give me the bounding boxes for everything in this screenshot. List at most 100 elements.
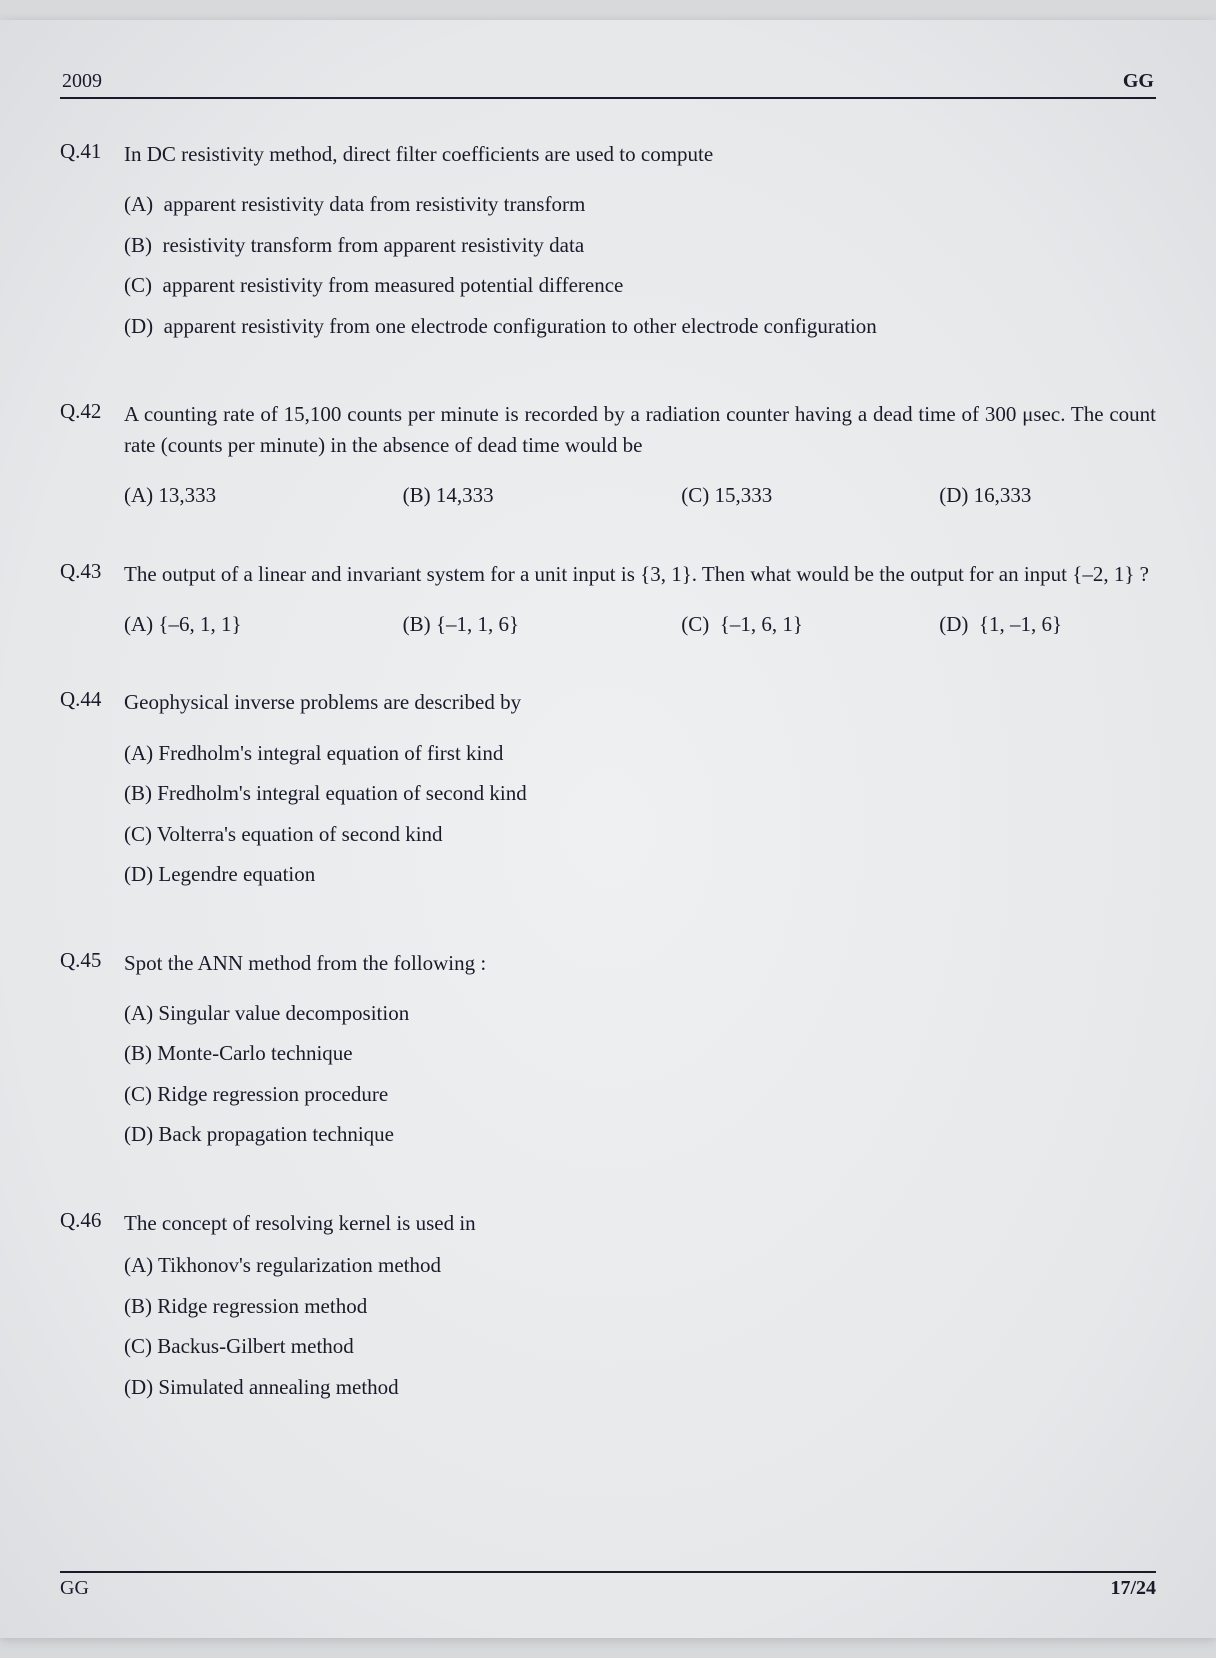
option-b: (B) resistivity transform from apparent … [124, 230, 1156, 260]
option-text: 14,333 [436, 483, 494, 507]
option-label: (A) [124, 483, 153, 507]
option-label: (D) [124, 1375, 153, 1399]
options: (A) Fredholm's integral equation of firs… [124, 738, 1156, 890]
options: (A) {–6, 1, 1} (B) {–1, 1, 6} (C) {–1, 6… [124, 609, 1156, 639]
option-c: (C) Ridge regression procedure [124, 1079, 1156, 1109]
footer-page-number: 17/24 [1110, 1577, 1156, 1600]
question-44: Q.44 Geophysical inverse problems are de… [60, 687, 1156, 899]
page-footer: GG 17/24 [60, 1571, 1156, 1600]
option-text: Tikhonov's regularization method [158, 1253, 441, 1277]
question-body: Geophysical inverse problems are describ… [124, 687, 1156, 899]
option-label: (B) [124, 233, 152, 257]
option-text: resistivity transform from apparent resi… [163, 233, 585, 257]
page: 2009 GG Q.41 In DC resistivity method, d… [0, 20, 1216, 1638]
question-45: Q.45 Spot the ANN method from the follow… [60, 948, 1156, 1160]
option-label: (B) [403, 612, 431, 636]
option-c: (C) {–1, 6, 1} [681, 609, 939, 639]
option-text: Ridge regression method [157, 1294, 367, 1318]
option-text: {–6, 1, 1} [158, 612, 241, 636]
question-text: Spot the ANN method from the following : [124, 948, 1156, 978]
option-text: Ridge regression procedure [157, 1082, 388, 1106]
option-text: Fredholm's integral equation of second k… [157, 781, 526, 805]
question-body: A counting rate of 15,100 counts per min… [124, 399, 1156, 510]
question-body: The output of a linear and invariant sys… [124, 559, 1156, 640]
question-41: Q.41 In DC resistivity method, direct fi… [60, 139, 1156, 351]
option-c: (C) Backus-Gilbert method [124, 1331, 1156, 1361]
question-text: A counting rate of 15,100 counts per min… [124, 399, 1156, 460]
option-label: (B) [124, 781, 152, 805]
option-b: (B) Fredholm's integral equation of seco… [124, 778, 1156, 808]
option-label: (A) [124, 1001, 153, 1025]
option-a: (A) Tikhonov's regularization method [124, 1250, 1156, 1280]
option-label: (A) [124, 1253, 153, 1277]
option-b: (B) 14,333 [403, 480, 682, 510]
question-number: Q.46 [60, 1208, 124, 1233]
option-b: (B) Ridge regression method [124, 1291, 1156, 1321]
option-a: (A) apparent resistivity data from resis… [124, 189, 1156, 219]
question-text: The concept of resolving kernel is used … [124, 1208, 1156, 1238]
question-42: Q.42 A counting rate of 15,100 counts pe… [60, 399, 1156, 510]
option-d: (D) Legendre equation [124, 859, 1156, 889]
question-text: The output of a linear and invariant sys… [124, 559, 1156, 589]
page-header: 2009 GG [60, 70, 1156, 99]
option-text: Fredholm's integral equation of first ki… [158, 741, 503, 765]
option-text: apparent resistivity data from resistivi… [164, 192, 586, 216]
option-label: (C) [124, 822, 152, 846]
option-text: Backus-Gilbert method [157, 1334, 354, 1358]
option-text: {–1, 6, 1} [720, 612, 803, 636]
option-label: (D) [939, 483, 968, 507]
question-number: Q.44 [60, 687, 124, 712]
option-label: (B) [124, 1294, 152, 1318]
option-text: {1, –1, 6} [979, 612, 1062, 636]
question-46: Q.46 The concept of resolving kernel is … [60, 1208, 1156, 1412]
option-d: (D) Back propagation technique [124, 1119, 1156, 1149]
options: (A) apparent resistivity data from resis… [124, 189, 1156, 341]
option-label: (A) [124, 741, 153, 765]
option-label: (C) [681, 483, 709, 507]
option-label: (D) [124, 862, 153, 886]
option-label: (C) [124, 1082, 152, 1106]
option-a: (A) 13,333 [124, 480, 403, 510]
option-a: (A) {–6, 1, 1} [124, 609, 403, 639]
option-text: Simulated annealing method [158, 1375, 398, 1399]
option-label: (B) [124, 1041, 152, 1065]
option-c: (C) Volterra's equation of second kind [124, 819, 1156, 849]
header-code: GG [1123, 70, 1154, 93]
option-label: (D) [124, 314, 153, 338]
option-label: (A) [124, 192, 153, 216]
option-text: Back propagation technique [158, 1122, 394, 1146]
option-b: (B) {–1, 1, 6} [403, 609, 682, 639]
option-label: (D) [939, 612, 968, 636]
option-b: (B) Monte-Carlo technique [124, 1038, 1156, 1068]
option-label: (C) [124, 273, 152, 297]
option-a: (A) Singular value decomposition [124, 998, 1156, 1028]
option-label: (C) [681, 612, 709, 636]
header-year: 2009 [62, 70, 102, 93]
options: (A) 13,333 (B) 14,333 (C) 15,333 (D) 16,… [124, 480, 1156, 510]
option-label: (C) [124, 1334, 152, 1358]
option-d: (D) apparent resistivity from one electr… [124, 311, 1156, 341]
question-body: In DC resistivity method, direct filter … [124, 139, 1156, 351]
option-label: (B) [403, 483, 431, 507]
question-body: Spot the ANN method from the following :… [124, 948, 1156, 1160]
option-d: (D) Simulated annealing method [124, 1372, 1156, 1402]
option-d: (D) 16,333 [939, 480, 1156, 510]
options: (A) Singular value decomposition (B) Mon… [124, 998, 1156, 1150]
question-text: In DC resistivity method, direct filter … [124, 139, 1156, 169]
question-43: Q.43 The output of a linear and invarian… [60, 559, 1156, 640]
question-number: Q.43 [60, 559, 124, 584]
option-c: (C) apparent resistivity from measured p… [124, 270, 1156, 300]
option-text: 15,333 [715, 483, 773, 507]
option-a: (A) Fredholm's integral equation of firs… [124, 738, 1156, 768]
question-number: Q.45 [60, 948, 124, 973]
option-text: Legendre equation [158, 862, 315, 886]
option-c: (C) 15,333 [681, 480, 939, 510]
option-text: Volterra's equation of second kind [157, 822, 443, 846]
option-text: {–1, 1, 6} [436, 612, 519, 636]
option-text: Monte-Carlo technique [157, 1041, 352, 1065]
option-text: 16,333 [974, 483, 1032, 507]
option-text: apparent resistivity from measured poten… [163, 273, 624, 297]
question-number: Q.42 [60, 399, 124, 424]
questions-content: Q.41 In DC resistivity method, direct fi… [60, 139, 1156, 1472]
option-text: Singular value decomposition [158, 1001, 409, 1025]
